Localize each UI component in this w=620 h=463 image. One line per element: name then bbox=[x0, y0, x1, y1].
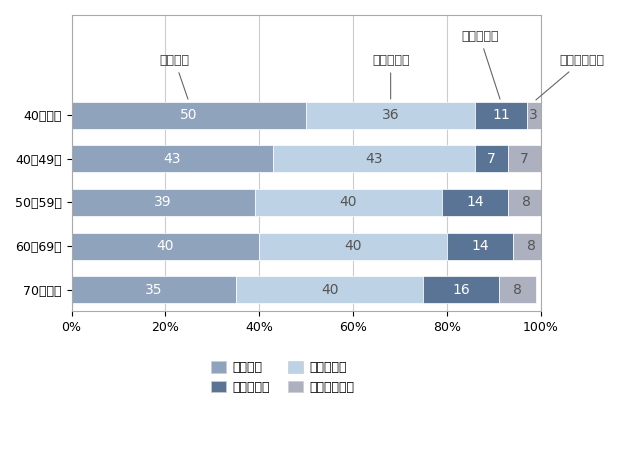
Bar bbox=[508, 189, 546, 216]
Bar bbox=[498, 276, 536, 303]
Bar bbox=[423, 276, 498, 303]
Bar bbox=[273, 145, 475, 172]
Text: 週１〜５回: 週１〜５回 bbox=[372, 54, 409, 99]
Legend: ほぼ毎日, 月１〜３回, 週１〜５回, ほとんどなし: ほぼ毎日, 月１〜３回, 週１〜５回, ほとんどなし bbox=[206, 356, 360, 399]
Text: 39: 39 bbox=[154, 195, 172, 209]
Text: 43: 43 bbox=[365, 152, 383, 166]
Bar bbox=[71, 189, 255, 216]
Text: 36: 36 bbox=[382, 108, 399, 122]
Bar bbox=[513, 232, 550, 260]
Text: 14: 14 bbox=[471, 239, 489, 253]
Text: 35: 35 bbox=[145, 283, 162, 297]
Text: 7: 7 bbox=[520, 152, 529, 166]
Text: 3: 3 bbox=[529, 108, 538, 122]
Bar bbox=[71, 102, 306, 129]
Text: ほぼ毎日: ほぼ毎日 bbox=[160, 54, 190, 99]
Bar bbox=[236, 276, 423, 303]
Text: 8: 8 bbox=[522, 195, 531, 209]
Text: 7: 7 bbox=[487, 152, 496, 166]
Text: 43: 43 bbox=[164, 152, 181, 166]
Text: 40: 40 bbox=[157, 239, 174, 253]
Bar bbox=[71, 145, 273, 172]
Bar bbox=[442, 189, 508, 216]
Text: ほとんどなし: ほとんどなし bbox=[536, 54, 604, 100]
Bar bbox=[475, 102, 527, 129]
Text: 8: 8 bbox=[513, 283, 522, 297]
Bar bbox=[447, 232, 513, 260]
Bar bbox=[255, 189, 442, 216]
Bar bbox=[508, 145, 541, 172]
Text: 40: 40 bbox=[340, 195, 357, 209]
Text: 50: 50 bbox=[180, 108, 198, 122]
Bar bbox=[259, 232, 447, 260]
Text: 40: 40 bbox=[344, 239, 362, 253]
Bar bbox=[71, 276, 236, 303]
Text: 40: 40 bbox=[321, 283, 339, 297]
Bar bbox=[475, 145, 508, 172]
Text: 8: 8 bbox=[527, 239, 536, 253]
Bar bbox=[527, 102, 541, 129]
Text: 11: 11 bbox=[492, 108, 510, 122]
Bar bbox=[71, 232, 259, 260]
Text: 月１〜３回: 月１〜３回 bbox=[461, 31, 500, 99]
Bar bbox=[306, 102, 475, 129]
Text: 16: 16 bbox=[452, 283, 470, 297]
Text: 14: 14 bbox=[466, 195, 484, 209]
